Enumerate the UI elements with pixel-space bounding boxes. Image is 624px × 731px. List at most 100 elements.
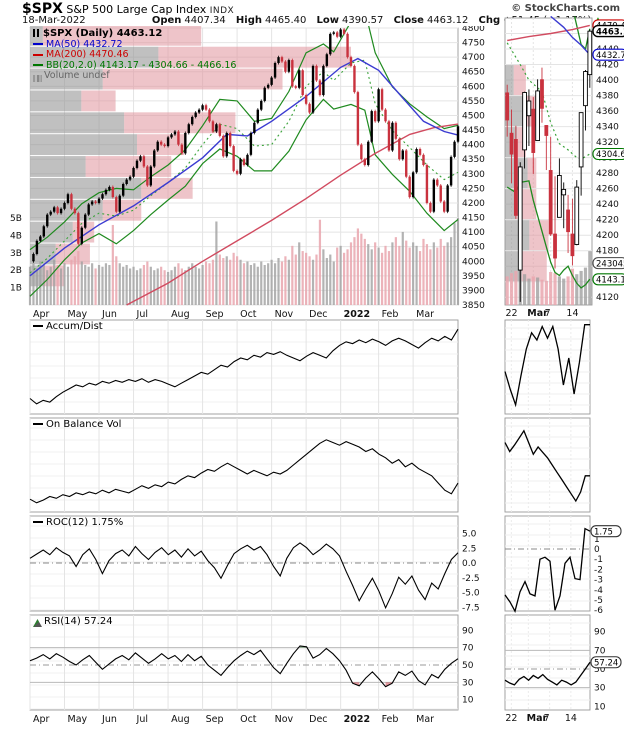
- svg-text:7: 7: [545, 308, 551, 319]
- svg-text:4240: 4240: [596, 200, 619, 210]
- volume-by-price: [30, 26, 351, 287]
- svg-text:4280: 4280: [596, 169, 619, 179]
- svg-text:Jul: Jul: [136, 309, 148, 320]
- bb-swatch-icon: [33, 64, 43, 66]
- svg-text:4B: 4B: [10, 231, 22, 241]
- svg-text:2022: 2022: [344, 714, 370, 725]
- svg-text:2022: 2022: [344, 309, 370, 320]
- svg-text:-5.0: -5.0: [462, 589, 480, 599]
- svg-text:Nov: Nov: [275, 309, 294, 320]
- stockcharts-credit: © StockCharts.com: [511, 3, 620, 14]
- rsi-label: RSI(14) 57.24: [33, 616, 113, 627]
- svg-text:Oct: Oct: [240, 714, 257, 725]
- main-price-chart: 3850 3900 3950 4000 4050 4100 4150 4200 4250 4300…: [10, 26, 485, 320]
- obv-panel: [29, 417, 459, 513]
- chg-label: Chg: [478, 15, 501, 26]
- exchange-label: INDX: [209, 6, 235, 16]
- legend-ma200: MA(200) 4470.46: [46, 49, 129, 60]
- svg-text:Mar: Mar: [416, 714, 434, 725]
- svg-text:Jun: Jun: [101, 309, 117, 320]
- svg-text:Mar: Mar: [416, 309, 434, 320]
- svg-text:3950: 3950: [462, 272, 485, 282]
- close-value: 4463.12: [426, 15, 469, 26]
- svg-text:50: 50: [462, 661, 474, 671]
- svg-text:4180: 4180: [596, 247, 619, 257]
- svg-text:4220: 4220: [596, 216, 619, 226]
- svg-text:-4: -4: [594, 586, 603, 596]
- svg-text:4320: 4320: [596, 138, 619, 148]
- obv-mini-panel: [504, 417, 591, 513]
- svg-text:Aug: Aug: [171, 309, 190, 320]
- svg-text:30: 30: [594, 684, 606, 694]
- svg-text:Oct: Oct: [240, 309, 257, 320]
- accum-swatch-icon: [33, 325, 43, 327]
- svg-text:4340: 4340: [596, 123, 619, 133]
- legend-bb: BB(20,2.0) 4143.17 - 4304.66 - 4466.16: [46, 59, 237, 71]
- svg-text:70: 70: [462, 644, 474, 654]
- svg-text:Nov: Nov: [275, 714, 294, 725]
- accum-dist-label: Accum/Dist: [33, 321, 103, 332]
- legend-ma50: MA(50) 4432.72: [46, 38, 123, 50]
- svg-text:4150: 4150: [462, 214, 485, 224]
- svg-text:Jun: Jun: [101, 714, 117, 725]
- zoom-inset-chart: 4120414041604180420042204240426042804300…: [504, 15, 624, 319]
- svg-text:Jul: Jul: [136, 714, 148, 725]
- svg-text:-3: -3: [594, 576, 603, 586]
- svg-text:1.75: 1.75: [594, 527, 613, 537]
- date-label: 18-Mar-2022: [22, 15, 86, 26]
- svg-text:3900: 3900: [462, 286, 485, 296]
- svg-text:4050: 4050: [462, 243, 485, 253]
- roc-label: ROC(12) 1.75%: [33, 517, 123, 528]
- obv-swatch-icon: [33, 423, 43, 425]
- svg-text:-1: -1: [594, 555, 603, 565]
- svg-text:4800: 4800: [462, 26, 485, 34]
- svg-text:22: 22: [506, 308, 518, 319]
- legend-spx: $SPX (Daily) 4463.12: [43, 28, 163, 39]
- svg-text:Apr: Apr: [33, 714, 50, 725]
- ma50-swatch-icon: [33, 43, 43, 45]
- svg-text:4450: 4450: [462, 126, 485, 136]
- svg-text:4432.72: 4432.72: [596, 51, 624, 61]
- low-label: Low: [316, 15, 340, 26]
- svg-text:4400: 4400: [596, 76, 619, 86]
- index-name: S&P 500 Large Cap Index: [66, 3, 207, 16]
- svg-text:4500: 4500: [462, 111, 485, 121]
- svg-text:4360: 4360: [596, 107, 619, 117]
- svg-text:2B: 2B: [10, 266, 22, 276]
- svg-text:1B: 1B: [10, 284, 22, 294]
- svg-text:-5: -5: [594, 596, 603, 606]
- svg-text:4304.66: 4304.66: [596, 150, 624, 160]
- svg-text:4650: 4650: [462, 68, 485, 78]
- svg-text:4250: 4250: [462, 184, 485, 194]
- svg-text:-7.5: -7.5: [462, 603, 480, 613]
- svg-text:Dec: Dec: [309, 714, 327, 725]
- svg-text:4350: 4350: [462, 155, 485, 165]
- open-value: 4407.34: [184, 15, 226, 26]
- rsi-area-icon: [33, 619, 42, 627]
- svg-text:4000: 4000: [462, 257, 485, 267]
- svg-text:57.24: 57.24: [594, 658, 618, 668]
- roc-panel: 5.0 2.5 0.0 -2.5 -5.0 -7.5: [29, 515, 480, 613]
- accum-dist-panel: [29, 319, 459, 415]
- svg-text:4420: 4420: [596, 61, 619, 71]
- svg-text:10: 10: [594, 702, 606, 712]
- low-value: 4390.57: [342, 15, 384, 26]
- svg-text:4300: 4300: [462, 170, 485, 180]
- svg-text:Dec: Dec: [309, 309, 327, 320]
- svg-text:Mar: Mar: [527, 308, 548, 319]
- svg-text:4463.12: 4463.12: [596, 27, 624, 37]
- svg-text:70: 70: [594, 646, 606, 656]
- svg-text:4400: 4400: [462, 141, 485, 151]
- volume-bars: [28, 218, 460, 305]
- svg-text:90: 90: [594, 628, 606, 638]
- svg-text:2.5: 2.5: [462, 544, 476, 554]
- inset-candles: [505, 29, 593, 302]
- svg-text:Sep: Sep: [206, 714, 224, 725]
- svg-text:May: May: [68, 309, 88, 320]
- svg-text:4143.17: 4143.17: [596, 275, 624, 285]
- svg-text:0.0: 0.0: [462, 559, 477, 569]
- roc-swatch-icon: [33, 521, 43, 523]
- svg-text:5.0: 5.0: [462, 530, 477, 540]
- svg-text:7: 7: [544, 713, 550, 724]
